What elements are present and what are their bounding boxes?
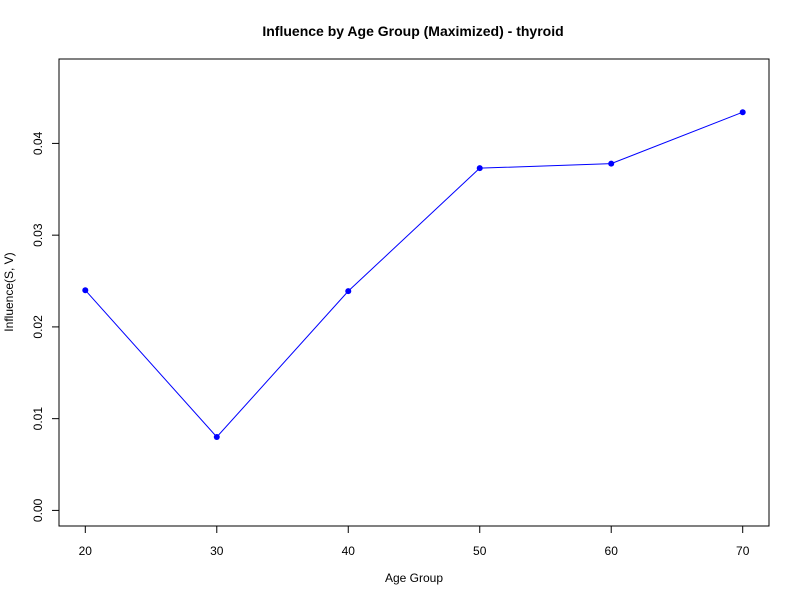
y-tick-label: 0.00 [31, 498, 45, 522]
data-point [739, 109, 746, 116]
plot-frame [58, 58, 770, 527]
x-axis: 20 30 40 50 60 70 [79, 525, 750, 558]
data-point [608, 160, 615, 167]
data-point [345, 288, 352, 295]
x-tick-label: 40 [342, 544, 356, 558]
x-tick-label: 70 [736, 544, 750, 558]
x-tick-label: 60 [605, 544, 619, 558]
x-tick-label: 20 [79, 544, 93, 558]
y-axis-label: Influence(S, V) [2, 252, 16, 331]
data-point [476, 165, 483, 172]
data-point [82, 287, 89, 294]
x-axis-label: Age Group [385, 571, 443, 585]
y-tick-label: 0.04 [31, 131, 45, 155]
y-tick-label: 0.01 [31, 407, 45, 431]
x-tick-label: 50 [473, 544, 487, 558]
y-tick-label: 0.02 [31, 315, 45, 339]
chart-title: Influence by Age Group (Maximized) - thy… [262, 23, 563, 39]
series-line [84, 111, 743, 438]
data-point [213, 434, 220, 440]
y-tick-label: 0.03 [31, 223, 45, 247]
series-layer [82, 109, 746, 440]
y-axis: 0.00 0.01 0.02 0.03 0.04 [31, 131, 60, 522]
x-tick-label: 30 [210, 544, 224, 558]
